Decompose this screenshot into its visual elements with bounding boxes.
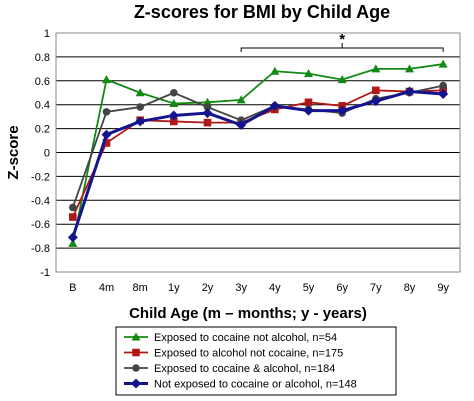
- legend-box: [115, 326, 397, 396]
- series-diamond: [67, 86, 449, 243]
- x-tick-label: 5y: [303, 282, 315, 294]
- data-point: [439, 81, 447, 90]
- x-tick-label: 4y: [269, 282, 281, 294]
- data-point: [202, 108, 213, 119]
- data-point: [69, 203, 77, 212]
- data-point: [269, 100, 280, 111]
- legend-item: Exposed to cocaine not alcohol, n=54: [124, 332, 337, 344]
- data-point: [404, 86, 415, 97]
- x-tick-label: 2y: [202, 282, 214, 294]
- data-point: [67, 232, 78, 243]
- legend-label: Not exposed to cocaine or alcohol, n=148: [154, 379, 357, 391]
- x-tick-label: 8y: [404, 282, 416, 294]
- significance-annotation: *: [240, 31, 444, 52]
- data-point: [135, 116, 146, 127]
- data-point: [135, 88, 145, 97]
- y-tick-label: 0.6: [35, 76, 50, 88]
- x-tick-label: 8m: [133, 282, 148, 294]
- data-point: [69, 213, 77, 221]
- y-tick-label: -0.8: [31, 243, 50, 255]
- x-tick-label: 6y: [336, 282, 348, 294]
- series-triangle: [68, 59, 448, 247]
- data-point: [303, 105, 314, 116]
- data-point: [102, 75, 111, 84]
- legend-item: Exposed to alcohol not cocaine, n=175: [124, 348, 343, 360]
- y-axis-title: Z-score: [5, 125, 22, 179]
- data-point: [270, 66, 280, 75]
- legend: Exposed to cocaine not alcohol, n=54 Expo…: [115, 326, 397, 396]
- data-point: [136, 103, 144, 111]
- legend-marker: [132, 348, 140, 357]
- x-tick-label: 9y: [437, 282, 449, 294]
- data-point: [337, 75, 347, 84]
- x-axis-title: Child Age (m – months; y - years): [129, 305, 367, 322]
- chart-title: Z-scores for BMI by Child Age: [134, 2, 390, 22]
- y-tick-label: 0.2: [35, 124, 50, 136]
- y-tick-label: -0.2: [31, 171, 50, 183]
- data-point: [236, 95, 246, 104]
- y-tick-label: -0.6: [31, 219, 50, 231]
- x-tick-label: 4m: [99, 282, 114, 294]
- data-point: [102, 139, 111, 147]
- y-tick-label: -1: [40, 267, 50, 279]
- legend-item: Exposed to cocaine & alcohol, n=184: [124, 363, 335, 375]
- y-tick-label: 0.4: [35, 100, 50, 112]
- series-circle: [69, 81, 447, 212]
- data-point: [236, 120, 247, 131]
- data-point: [168, 110, 179, 121]
- legend-marker: [131, 332, 141, 341]
- series-line: [71, 84, 444, 208]
- x-tick-label: 7y: [370, 282, 382, 294]
- data-point: [101, 129, 112, 140]
- data-point: [203, 103, 212, 111]
- legend-label: Exposed to cocaine & alcohol, n=184: [154, 363, 335, 375]
- data-point: [169, 99, 179, 108]
- series-line: [71, 63, 444, 244]
- y-tick-label: 0: [44, 148, 50, 160]
- data-point: [304, 98, 313, 107]
- data-point: [304, 69, 313, 78]
- data-point: [337, 105, 348, 116]
- y-tick-label: -0.4: [31, 195, 50, 207]
- plot-frame: [55, 32, 461, 273]
- data-point: [372, 86, 380, 95]
- y-tick-labels: -1 -0.8 -0.6 -0.4 -0.2 0 0.2 0.4 0.6 0.8 1: [31, 28, 50, 279]
- series-layer: [67, 59, 449, 247]
- y-tick-label: 1: [44, 28, 50, 40]
- data-point: [170, 88, 178, 97]
- x-tick-label: 3y: [235, 282, 247, 294]
- data-point: [68, 238, 78, 247]
- significance-bracket: [240, 47, 444, 52]
- legend-marker: [132, 364, 140, 372]
- data-point: [102, 108, 111, 116]
- series-line: [71, 90, 444, 238]
- data-point: [438, 59, 448, 68]
- legend-label: Exposed to cocaine not alcohol, n=54: [154, 332, 337, 344]
- data-point: [405, 64, 414, 73]
- legend-label: Exposed to alcohol not cocaine, n=175: [154, 348, 343, 360]
- legend-marker: [131, 378, 141, 389]
- data-point: [203, 97, 212, 106]
- legend-item: Not exposed to cocaine or alcohol, n=148: [124, 378, 357, 391]
- data-point: [438, 88, 449, 99]
- data-point: [170, 117, 178, 126]
- data-point: [371, 64, 381, 73]
- data-point: [203, 118, 212, 127]
- x-tick-labels: B 4m 8m 1y 2y 3y 4y 5y 6y 7y 8y 9y: [69, 282, 449, 294]
- x-tick-label: B: [69, 282, 76, 294]
- data-point: [370, 96, 381, 107]
- x-tick-label: 1y: [168, 282, 180, 294]
- y-tick-label: 0.8: [35, 52, 50, 64]
- significance-star: *: [339, 31, 345, 48]
